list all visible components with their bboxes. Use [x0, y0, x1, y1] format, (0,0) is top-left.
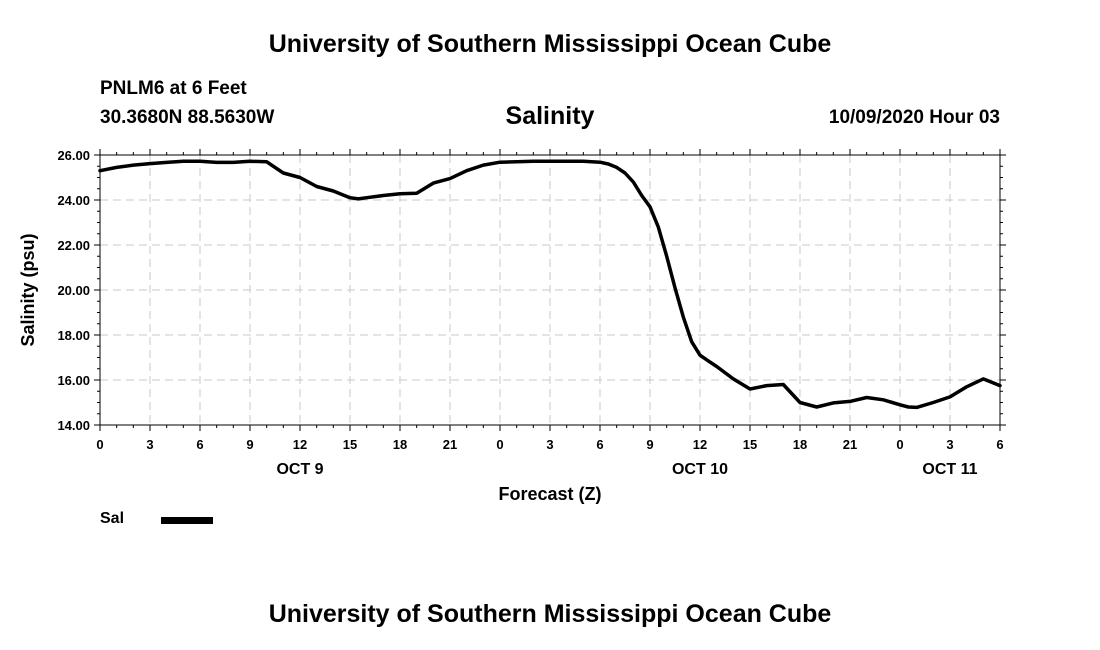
y-tick-label: 26.00 [57, 148, 90, 163]
x-axis-label: Forecast (Z) [498, 484, 601, 504]
x-tick-label: 21 [443, 437, 457, 452]
run-time-label: 10/09/2020 Hour 03 [828, 107, 1000, 128]
x-tick-label: 21 [843, 437, 857, 452]
x-tick-label: 0 [496, 437, 503, 452]
y-tick-label: 24.00 [57, 193, 90, 208]
station-label: PNLM6 at 6 Feet [100, 78, 247, 99]
day-label: OCT 9 [276, 461, 323, 478]
x-tick-label: 15 [743, 437, 757, 452]
x-tick-label: 9 [246, 437, 253, 452]
coordinates-label: 30.3680N 88.5630W [100, 107, 275, 128]
day-label: OCT 10 [672, 461, 728, 478]
chart-title: Salinity [505, 102, 595, 130]
tick-labels: 14.00 16.00 18.00 20.00 22.00 24.00 26.00 0 3 6 9 1… [57, 148, 1003, 478]
x-tick-label: 0 [96, 437, 103, 452]
x-tick-label: 12 [293, 437, 307, 452]
x-tick-label: 15 [343, 437, 357, 452]
series-layer [98, 159, 1002, 410]
x-tick-label: 0 [896, 437, 903, 452]
grid-lines [100, 155, 1000, 425]
x-tick-label: 18 [793, 437, 807, 452]
plot-frame [99, 154, 1001, 426]
x-tick-label: 3 [546, 437, 553, 452]
y-tick-label: 16.00 [57, 373, 90, 388]
day-label: OCT 11 [922, 461, 977, 478]
legend-label: Sal [100, 510, 125, 527]
x-tick-label: 6 [996, 437, 1003, 452]
x-tick-label: 6 [196, 437, 203, 452]
x-tick-label: 12 [693, 437, 707, 452]
y-tick-label: 18.00 [57, 328, 90, 343]
x-tick-label: 9 [646, 437, 653, 452]
footer-title: University of Southern Mississippi Ocean… [268, 600, 832, 628]
x-tick-label: 3 [146, 437, 153, 452]
series-line-sal [98, 159, 1002, 410]
legend-swatch [161, 517, 213, 524]
x-tick-label: 6 [596, 437, 603, 452]
y-axis-label: Salinity (psu) [18, 233, 38, 346]
y-tick-label: 22.00 [57, 238, 90, 253]
y-tick-label: 20.00 [57, 283, 90, 298]
page-title: University of Southern Mississippi Ocean… [268, 30, 832, 58]
y-tick-label: 14.00 [57, 418, 90, 433]
x-tick-label: 18 [393, 437, 407, 452]
x-tick-label: 3 [946, 437, 953, 452]
